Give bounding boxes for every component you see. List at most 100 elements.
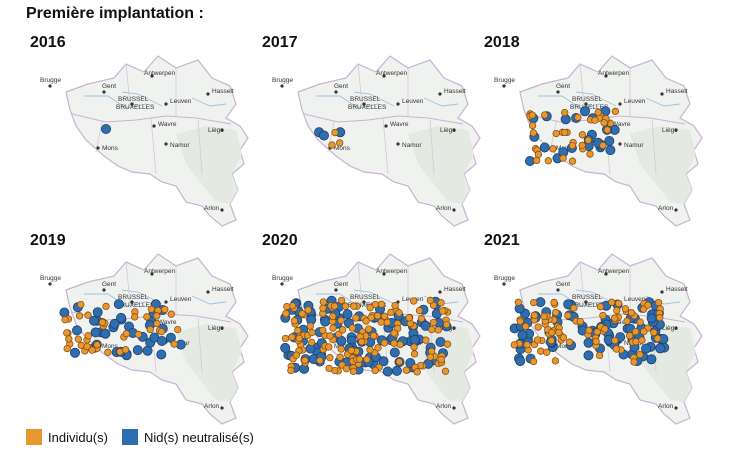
city-marker	[618, 102, 622, 106]
city-label-gent: Gent	[102, 281, 116, 288]
city-label-brugge: Brugge	[272, 77, 293, 84]
individu-marker	[551, 357, 560, 365]
individu-marker	[442, 320, 451, 329]
city-label-arlon: Arlon	[658, 403, 674, 410]
nid-marker	[382, 366, 393, 377]
individu-marker	[596, 303, 605, 311]
individu-marker	[429, 318, 438, 327]
individu-marker	[308, 328, 316, 337]
individu-marker	[439, 307, 447, 315]
relief-shading	[630, 324, 696, 402]
city-label-brugge: Brugge	[40, 275, 61, 282]
individu-marker	[390, 339, 398, 347]
city-marker	[452, 128, 456, 132]
individu-marker	[570, 304, 578, 312]
individu-marker	[656, 314, 664, 322]
orange-square-icon	[26, 429, 42, 445]
city-marker	[164, 142, 168, 146]
individu-marker	[547, 336, 555, 345]
individu-marker	[319, 326, 327, 334]
individu-marker	[599, 141, 607, 150]
river	[423, 97, 459, 107]
map-panel-2016: Brugge Gent Antwerpen BRUSSEL BRUXELLES Leuve…	[26, 34, 266, 234]
river	[316, 95, 379, 109]
province-border	[357, 261, 363, 303]
city-label-antwerpen: Antwerpen	[144, 268, 175, 275]
individu-marker	[298, 310, 306, 318]
city-marker	[452, 208, 456, 212]
individu-marker	[636, 351, 644, 359]
legend-item-nid: Nid(s) neutralisé(s)	[121, 429, 254, 445]
city-label-antwerpen: Antwerpen	[376, 70, 407, 77]
individu-marker	[63, 329, 71, 337]
province-border	[429, 119, 435, 175]
city-label-hasselt: Hasselt	[212, 286, 234, 293]
nid-marker	[580, 106, 591, 117]
city-marker	[674, 128, 678, 132]
city-label-arlon: Arlon	[204, 403, 220, 410]
individu-marker	[366, 346, 374, 354]
individu-marker	[371, 366, 379, 375]
city-marker	[220, 128, 224, 132]
legend-item-individu: Individu(s)	[26, 429, 108, 445]
city-label-bruxelles: BRUXELLES	[570, 302, 609, 309]
individu-marker	[157, 328, 166, 336]
city-label-hasselt: Hasselt	[666, 286, 688, 293]
individu-marker	[328, 141, 336, 149]
city-label-brussel: BRUSSEL	[350, 294, 381, 301]
individu-marker	[516, 317, 524, 325]
individu-marker	[640, 327, 648, 336]
province-border	[197, 317, 203, 373]
nid-marker	[165, 332, 176, 343]
individu-marker	[306, 322, 314, 330]
individu-marker	[426, 296, 435, 305]
city-marker	[96, 146, 100, 150]
individu-marker	[601, 325, 609, 333]
individu-marker	[584, 136, 592, 144]
nid-marker	[646, 354, 657, 365]
city-marker	[452, 406, 456, 410]
individu-marker	[631, 327, 640, 336]
river	[191, 295, 227, 305]
city-label-hasselt: Hasselt	[212, 88, 234, 95]
panel-year: 2016	[30, 34, 66, 51]
individu-marker	[650, 328, 658, 337]
city-label-leuven: Leuven	[624, 98, 646, 105]
individu-marker	[510, 341, 518, 349]
city-marker	[164, 300, 168, 304]
city-label-brussel: BRUSSEL	[572, 96, 603, 103]
panel-year: 2018	[484, 34, 520, 51]
city-label-liege: Liège	[662, 127, 678, 134]
individu-marker	[548, 328, 556, 337]
city-label-leuven: Leuven	[624, 296, 646, 303]
city-label-antwerpen: Antwerpen	[144, 70, 175, 77]
individu-marker	[352, 314, 360, 322]
individu-marker	[405, 314, 413, 322]
individu-marker	[422, 336, 430, 344]
city-marker	[452, 326, 456, 330]
map-panel-2020: BruggeGentAntwerpenBRUSSELBRUXELLESLeuve…	[258, 232, 498, 432]
city-marker	[674, 406, 678, 410]
individu-marker	[552, 129, 560, 138]
individu-marker	[529, 357, 538, 366]
city-marker	[584, 300, 588, 304]
individu-marker	[523, 341, 531, 349]
city-label-bruxelles: BRUXELLES	[116, 302, 155, 309]
nid-marker	[109, 318, 120, 329]
nid-marker	[655, 343, 666, 354]
legend: Individu(s) Nid(s) neutralisé(s)	[26, 426, 254, 448]
individu-marker	[549, 145, 557, 153]
city-label-leuven: Leuven	[170, 296, 192, 303]
nid-marker	[409, 334, 420, 345]
individu-marker	[544, 157, 552, 165]
city-marker	[618, 142, 622, 146]
city-marker	[396, 102, 400, 106]
individu-marker	[568, 157, 577, 165]
nid-marker	[132, 345, 143, 356]
city-marker	[502, 84, 506, 88]
individu-marker	[410, 350, 419, 358]
individu-marker	[348, 324, 356, 332]
city-label-mons: Mons	[334, 145, 351, 152]
city-label-brugge: Brugge	[494, 77, 515, 84]
individu-marker	[434, 326, 442, 334]
